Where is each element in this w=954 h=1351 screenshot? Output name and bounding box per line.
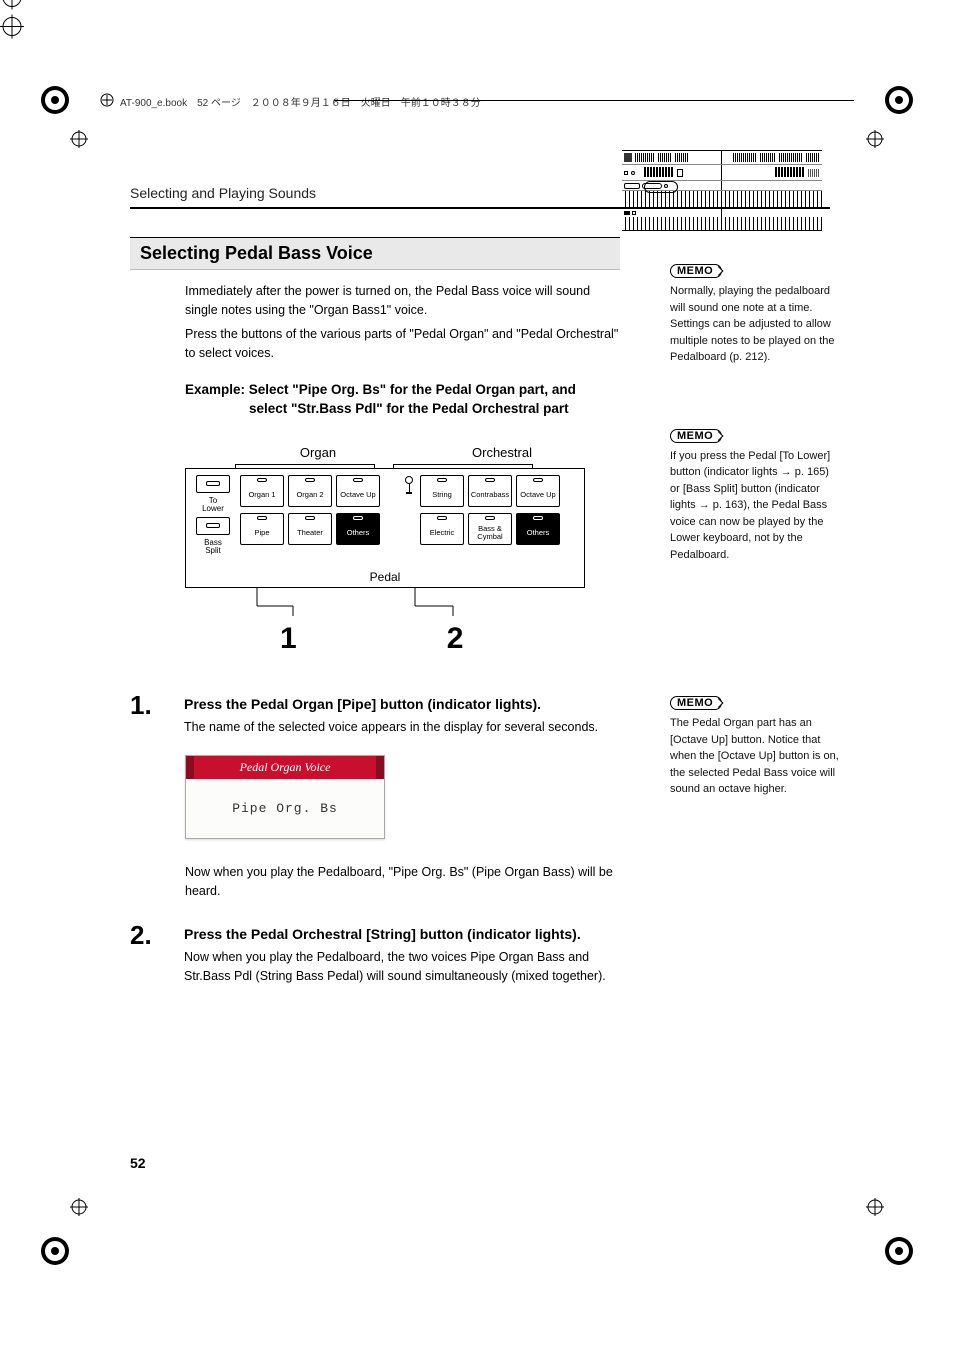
lcd-title: Pedal Organ Voice (186, 756, 384, 779)
step-number: 2. (130, 922, 170, 987)
organ-octave-up-button: Octave Up (336, 475, 380, 507)
page-number: 52 (130, 1155, 146, 1171)
registration-cross (866, 1198, 884, 1221)
print-header-text: AT-900_e.book 52 ページ ２００８年９月１６日 火曜日 午前１０… (120, 94, 481, 109)
orch-others-button: Others (516, 513, 560, 545)
string-button: String (420, 475, 464, 507)
registration-cross (70, 1198, 88, 1221)
panel-group-label: Organ (235, 445, 401, 460)
head-rule (130, 207, 830, 209)
step-body: Now when you play the Pedalboard, the tw… (184, 948, 620, 987)
theater-button: Theater (288, 513, 332, 545)
memo-column: MEMO Normally, playing the pedalboard wi… (670, 261, 840, 858)
header-rule (334, 100, 854, 101)
panel-diagram: Organ Orchestral ToLower BassSplit Organ… (185, 445, 585, 656)
step-2: 2. Press the Pedal Orchestral [String] b… (130, 926, 620, 987)
memo-block: MEMO If you press the Pedal [To Lower] b… (670, 426, 840, 564)
registration-cross (866, 130, 884, 153)
memo-text: Normally, playing the pedalboard will so… (670, 283, 840, 366)
to-lower-label: ToLower (202, 497, 224, 513)
page-content: Selecting and Playing Sounds Selecting P… (130, 185, 830, 987)
crop-mark-top-right (859, 70, 919, 130)
panel-group-label: Orchestral (419, 445, 585, 460)
book-icon (100, 93, 114, 110)
crop-mark-bottom-right (859, 1221, 919, 1281)
registration-mark-bottom (0, 58, 477, 87)
to-lower-button (196, 475, 230, 493)
step-heading: Press the Pedal Orchestral [String] butt… (184, 926, 620, 942)
memo-block: MEMO The Pedal Organ part has an [Octave… (670, 693, 840, 798)
intro-paragraph: Press the buttons of the various parts o… (185, 325, 620, 364)
memo-text: The Pedal Organ part has an [Octave Up] … (670, 715, 840, 798)
registration-mark-left (0, 0, 954, 15)
bass-split-button (196, 517, 230, 535)
memo-icon: MEMO (670, 429, 722, 443)
organ2-button: Organ 2 (288, 475, 332, 507)
memo-icon: MEMO (670, 696, 722, 710)
lcd-display: Pedal Organ Voice Pipe Org. Bs (185, 755, 385, 839)
step-body: The name of the selected voice appears i… (184, 718, 620, 737)
registration-cross (70, 130, 88, 153)
callout-number: 2 (447, 622, 464, 656)
orch-octave-up-button: Octave Up (516, 475, 560, 507)
pedal-section-label: Pedal (370, 570, 401, 584)
step-number: 1. (130, 692, 170, 737)
example-heading: Example: Select "Pipe Org. Bs" for the P… (185, 380, 620, 419)
crop-mark-bottom-left (35, 1221, 95, 1281)
print-header: AT-900_e.book 52 ページ ２００８年９月１６日 火曜日 午前１０… (100, 92, 854, 110)
section-title: Selecting Pedal Bass Voice (130, 237, 620, 270)
memo-icon: MEMO (670, 264, 722, 278)
bass-cymbal-button: Bass & Cymbal (468, 513, 512, 545)
example-line: select "Str.Bass Pdl" for the Pedal Orch… (249, 399, 620, 419)
running-head: Selecting and Playing Sounds (130, 185, 830, 201)
electric-button: Electric (420, 513, 464, 545)
example-line: Example: Select "Pipe Org. Bs" for the P… (185, 382, 576, 397)
intro-paragraph: Immediately after the power is turned on… (185, 282, 620, 321)
memo-block: MEMO Normally, playing the pedalboard wi… (670, 261, 840, 366)
callout-lines (185, 588, 585, 618)
contrabass-button: Contrabass (468, 475, 512, 507)
organ1-button: Organ 1 (240, 475, 284, 507)
memo-text: If you press the Pedal [To Lower] button… (670, 448, 840, 564)
registration-mark-right (0, 15, 954, 44)
step-heading: Press the Pedal Organ [Pipe] button (ind… (184, 696, 620, 712)
organ-others-button: Others (336, 513, 380, 545)
bass-split-label: BassSplit (204, 539, 222, 555)
callout-number: 1 (280, 622, 297, 656)
step-1: 1. Press the Pedal Organ [Pipe] button (… (130, 696, 620, 737)
step-body: Now when you play the Pedalboard, "Pipe … (185, 863, 620, 902)
jack-icon (404, 475, 414, 495)
pipe-button: Pipe (240, 513, 284, 545)
lcd-value: Pipe Org. Bs (186, 779, 384, 838)
